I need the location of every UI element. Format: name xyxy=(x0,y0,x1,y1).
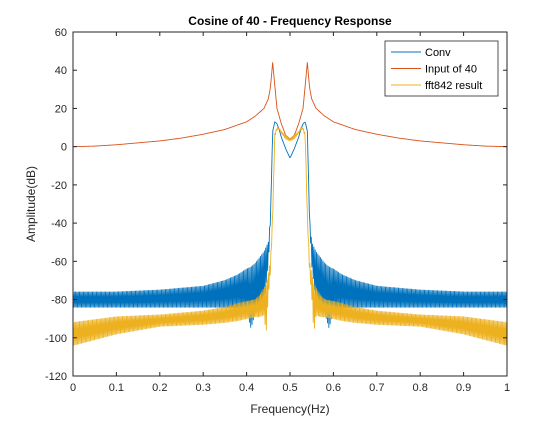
x-tick-label: 0.8 xyxy=(413,382,428,394)
series-line-1 xyxy=(73,121,507,328)
y-tick-label: -80 xyxy=(51,295,67,307)
x-axis-label: Frequency(Hz) xyxy=(250,402,329,416)
legend-label: Conv xyxy=(425,47,451,59)
plot-frame xyxy=(72,31,508,377)
y-tick-label: -100 xyxy=(45,333,67,345)
series-line-3 xyxy=(73,127,507,346)
y-axis-label: Amplitude(dB) xyxy=(24,166,38,242)
x-tick-label: 0.3 xyxy=(196,382,211,394)
y-tick-label: 20 xyxy=(55,103,67,115)
x-tick-label: 0.1 xyxy=(109,382,124,394)
chart-title: Cosine of 40 - Frequency Response xyxy=(188,14,392,28)
y-tick-label: -60 xyxy=(51,256,67,268)
y-tick-label: 40 xyxy=(55,65,67,77)
y-tick-label: -120 xyxy=(45,371,67,383)
legend: Conv Input of 40 fft842 result xyxy=(384,40,499,97)
x-tick-label: 0.4 xyxy=(239,382,254,394)
x-tick-label: 0.5 xyxy=(282,382,297,394)
y-tick-label: 60 xyxy=(55,27,67,39)
x-tick-label: 1 xyxy=(504,382,510,394)
x-tick-label: 0.6 xyxy=(326,382,341,394)
y-tick-label: 0 xyxy=(61,142,67,154)
x-tick-label: 0 xyxy=(70,382,76,394)
legend-label: fft842 result xyxy=(425,80,482,92)
series-layer xyxy=(73,62,507,346)
tick-layer: 0 0.1 0.2 0.3 0.4 0.5 0.6 0.7 0.8 0.9 1 60 40 20 0 -20 -… xyxy=(45,27,510,394)
y-tick-label: -20 xyxy=(51,180,67,192)
x-tick-label: 0.2 xyxy=(152,382,167,394)
y-tick-label: -40 xyxy=(51,218,67,230)
x-tick-label: 0.9 xyxy=(456,382,471,394)
x-tick-label: 0.7 xyxy=(369,382,384,394)
legend-label: Input of 40 xyxy=(425,64,477,76)
